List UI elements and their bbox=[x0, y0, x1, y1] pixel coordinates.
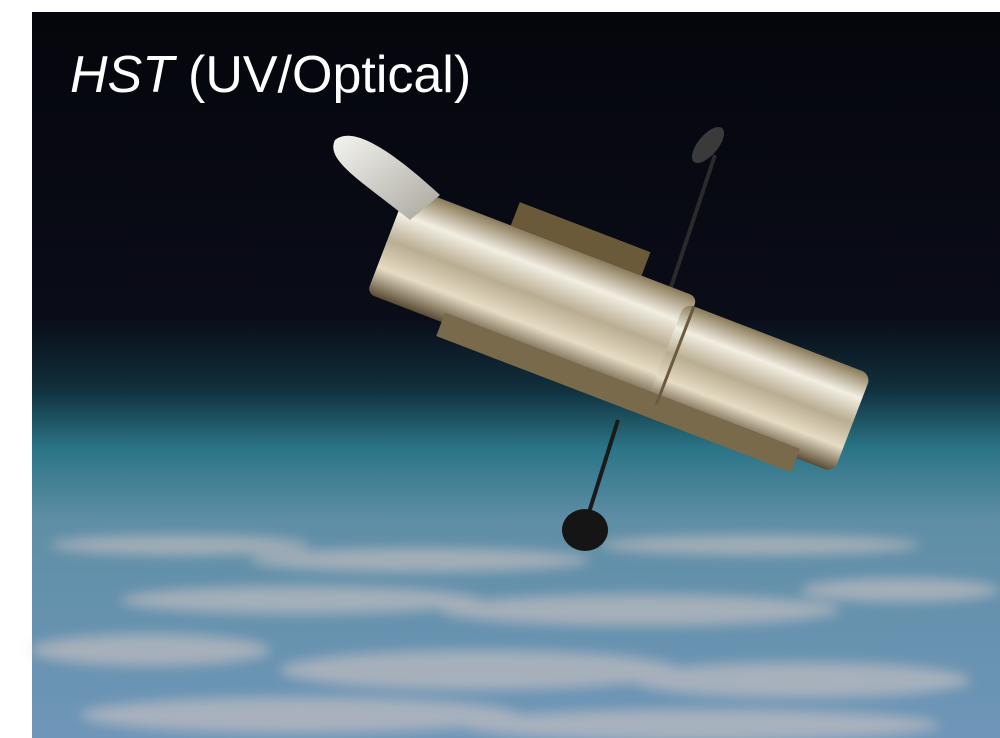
title-text: (UV/Optical) bbox=[188, 46, 471, 104]
title: HST(UV/Optical) bbox=[70, 46, 471, 104]
slide: HST(UV/Optical) bbox=[0, 0, 1000, 738]
page: HST(UV/Optical) (() => { const data = JS… bbox=[0, 0, 1000, 738]
title-emphasis: HST bbox=[70, 46, 177, 104]
photo bbox=[30, 12, 1000, 738]
